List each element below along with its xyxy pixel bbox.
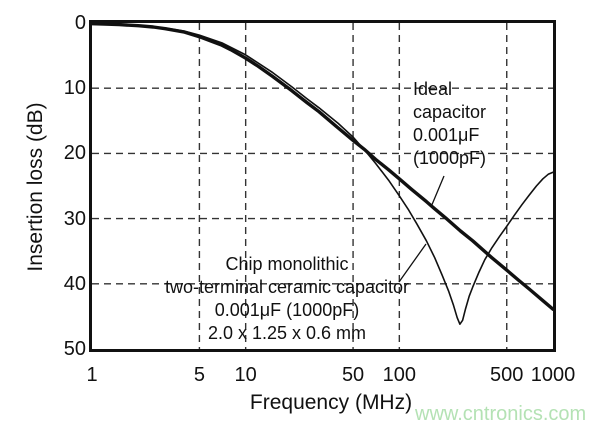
x-tick-label: 10 [234, 364, 257, 386]
annotation-line: Ideal [413, 79, 453, 99]
annotation-line: Chip monolithic [225, 254, 349, 274]
y-tick-label: 40 [63, 272, 86, 295]
annotation-line: capacitor [413, 102, 487, 122]
x-tick-label: 5 [193, 364, 205, 386]
y-tick-label: 30 [63, 207, 86, 230]
watermark: www.cntronics.com [415, 403, 587, 425]
annotation-leader-lines [398, 175, 445, 283]
x-tick-label: 1 [86, 364, 98, 386]
data-curves [92, 23, 553, 325]
x-tick-label: 500 [490, 364, 524, 386]
annotation-line: 0.001μF [413, 125, 480, 145]
chart-canvas [92, 23, 553, 349]
ideal-capacitor-annotation: Ideal capacitor 0.001μF (1000pF) [413, 78, 486, 170]
y-tick-label: 10 [63, 77, 86, 100]
x-tick-label: 1000 [530, 364, 576, 386]
x-tick-label: 100 [382, 364, 417, 386]
y-tick-label: 0 [74, 12, 86, 34]
y-axis-title: Insertion loss (dB) [24, 102, 47, 272]
annotation-line: 2.0 x 1.25 x 0.6 mm [207, 323, 367, 343]
gridlines [92, 23, 553, 349]
annotation-line: two-terminal ceramic capacitor [164, 277, 410, 297]
x-tick-label: 50 [341, 364, 365, 386]
x-axis-title: Frequency (MHz) [249, 391, 413, 414]
annotation-line: 0.001μF (1000pF) [214, 300, 360, 320]
y-tick-label: 50 [63, 338, 86, 360]
chip-capacitor-annotation: Chip monolithic two-terminal ceramic cap… [160, 253, 414, 345]
annotation-line: (1000pF) [413, 148, 487, 168]
y-tick-label: 20 [63, 142, 86, 165]
plot-area [89, 20, 556, 352]
